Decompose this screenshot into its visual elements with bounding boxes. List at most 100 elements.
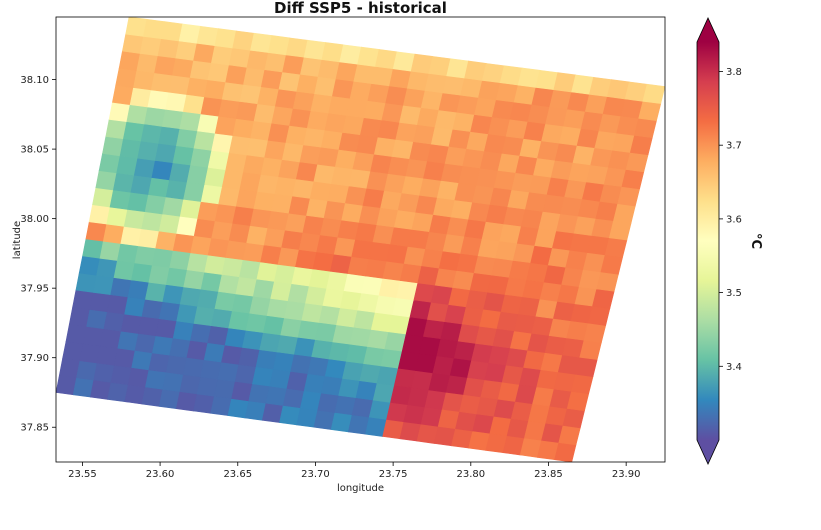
heatmap-cell — [638, 100, 662, 122]
heatmap-cell — [600, 254, 623, 275]
heatmap-cell — [186, 77, 209, 98]
heatmap-cell — [566, 391, 590, 412]
heatmap-cell — [127, 191, 149, 213]
colorbar-gradient — [697, 42, 719, 440]
heatmap-cell — [158, 126, 181, 147]
heatmap-cell — [88, 204, 111, 225]
heatmap-cell — [175, 40, 198, 61]
heatmap-cell — [147, 89, 170, 110]
heatmap-cell — [95, 170, 118, 191]
heatmap-cell — [621, 169, 645, 190]
heatmap-cell — [137, 140, 160, 161]
heatmap-cell — [116, 155, 139, 176]
heatmap-cell — [139, 36, 162, 57]
heatmap-cell — [102, 223, 125, 244]
heatmap-cell — [56, 375, 77, 396]
colorbar-extend-min — [697, 440, 719, 464]
colorbar-tick-label: 3.4 — [726, 362, 742, 373]
heatmap-cell — [558, 425, 581, 446]
heatmap-cell — [115, 67, 138, 88]
heatmap-cell — [108, 101, 131, 123]
heatmap-cell — [92, 187, 114, 208]
y-axis-ticks: 37.85 37.90 37.95 38.00 38.05 38.10 — [20, 75, 56, 434]
heatmap-cell — [136, 53, 159, 74]
colorbar-label: °C — [748, 233, 763, 249]
x-tick-label: 23.80 — [456, 469, 485, 480]
heatmap-cell — [123, 121, 145, 142]
x-tick-label: 23.75 — [379, 469, 408, 480]
colorbar-outline — [696, 17, 720, 465]
heatmap-cell — [587, 305, 611, 326]
colorbar-extend-max — [697, 18, 719, 42]
colorbar-tick-label: 3.8 — [726, 67, 742, 78]
heatmap-cell — [113, 172, 135, 193]
heatmap-cell — [608, 220, 632, 241]
heatmap-cell — [562, 408, 585, 429]
heatmap-cell — [571, 373, 594, 395]
heatmap-cell — [122, 33, 144, 54]
y-tick-label: 38.05 — [20, 145, 49, 156]
y-tick-label: 38.00 — [20, 214, 49, 225]
plot-frame — [55, 16, 666, 463]
y-tick-label: 38.10 — [20, 75, 49, 86]
y-axis-label: latitude — [12, 221, 23, 259]
heatmap-layer — [56, 17, 665, 462]
heatmap-cell — [617, 186, 640, 207]
heatmap-cell — [613, 203, 636, 224]
heatmap-cell — [118, 50, 141, 71]
heatmap-cell — [98, 153, 121, 174]
heatmap-cell — [106, 206, 128, 227]
heatmap-cell — [112, 84, 134, 106]
heatmap-cell — [642, 83, 665, 104]
heatmap-cell — [596, 271, 619, 292]
heatmap-cell — [165, 91, 188, 112]
chart-title: Diff SSP5 - historical — [274, 0, 447, 17]
heatmap-cell — [154, 143, 177, 164]
x-tick-label: 23.60 — [146, 469, 175, 480]
heatmap-cell — [62, 340, 84, 362]
heatmap-cell — [105, 119, 128, 140]
heatmap-cell — [130, 174, 153, 195]
x-tick-label: 23.85 — [534, 469, 563, 480]
heatmap-cell — [119, 138, 142, 159]
heatmap-cell — [109, 189, 132, 210]
heatmap-cell — [133, 70, 155, 91]
heatmap-cell — [126, 104, 149, 125]
x-tick-label: 23.55 — [68, 469, 97, 480]
heatmap-cell — [144, 106, 166, 127]
x-tick-label: 23.70 — [301, 469, 330, 480]
x-axis-label: longitude — [337, 483, 384, 494]
heatmap-cell — [625, 152, 649, 173]
heatmap-cell — [117, 243, 139, 264]
heatmap-cell — [82, 238, 104, 259]
heatmap-cell — [196, 25, 219, 47]
heatmap-cell — [68, 306, 91, 327]
heatmap-cell — [76, 360, 98, 381]
heatmap-cell — [75, 272, 97, 293]
heatmap-cell — [120, 226, 143, 247]
heatmap-cell — [579, 339, 602, 360]
heatmap-cell — [172, 57, 194, 78]
colorbar: 3.4 3.5 3.6 3.7 3.8 — [696, 17, 742, 465]
colorbar-tick-label: 3.5 — [726, 288, 742, 299]
heatmap-cell — [161, 21, 183, 42]
y-tick-label: 37.90 — [20, 353, 49, 364]
y-tick-label: 37.95 — [20, 284, 49, 295]
heatmap-cell — [634, 117, 657, 139]
heatmap-cell — [592, 288, 615, 309]
heatmap-cell — [629, 135, 653, 156]
heatmap-cell — [604, 237, 628, 258]
heatmap-cell — [575, 356, 598, 378]
heatmap-cell — [154, 55, 177, 76]
heatmap-cell — [133, 157, 156, 178]
y-tick-label: 37.85 — [20, 423, 49, 434]
colorbar-tick-label: 3.6 — [726, 214, 742, 225]
heatmap-cell — [554, 442, 577, 462]
heatmap-cell — [92, 274, 115, 296]
heatmap-cell — [148, 177, 170, 198]
heatmap-cell — [583, 322, 607, 343]
heatmap-cell — [125, 17, 148, 37]
heatmap-cell — [113, 260, 136, 281]
